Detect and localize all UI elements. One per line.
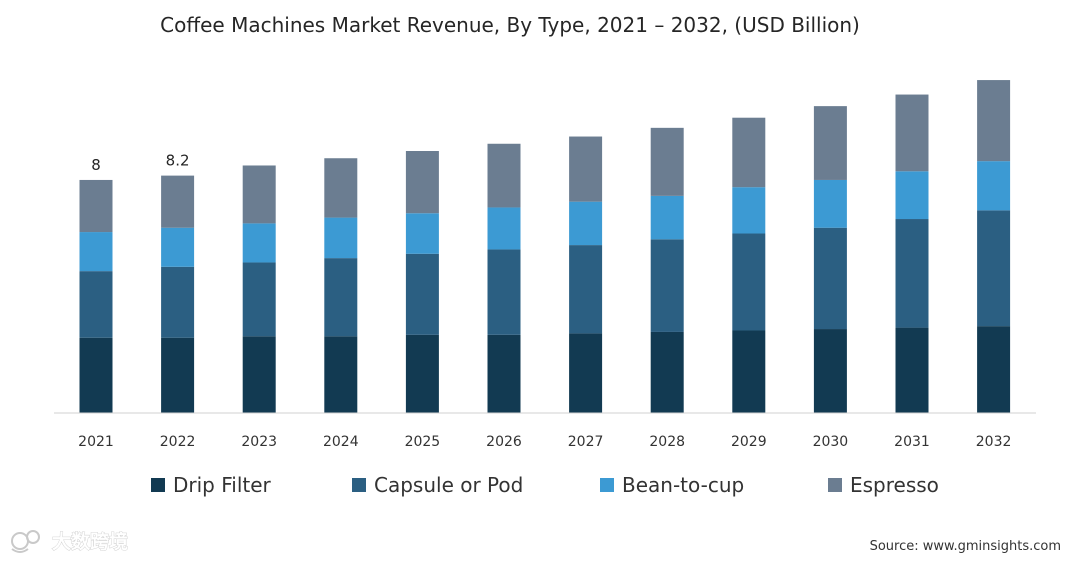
x-tick-label-2024: 2024 — [323, 434, 359, 450]
x-tick-label-2026: 2026 — [486, 434, 522, 450]
legend-label-espresso: Espresso — [850, 473, 939, 497]
bar-capsule-or-pod-2024 — [324, 258, 358, 337]
bar-espresso-2024 — [324, 158, 358, 218]
bar-drip-filter-2032 — [977, 326, 1011, 413]
bar-drip-filter-2027 — [569, 333, 603, 413]
x-tick-label-2022: 2022 — [160, 434, 196, 450]
bar-bean-to-cup-2032 — [977, 161, 1011, 211]
x-tick-label-2028: 2028 — [649, 434, 685, 450]
bar-drip-filter-2021 — [79, 337, 113, 413]
bar-capsule-or-pod-2023 — [242, 262, 276, 337]
bar-capsule-or-pod-2029 — [732, 233, 766, 331]
bar-bean-to-cup-2030 — [813, 179, 847, 228]
chart-title: Coffee Machines Market Revenue, By Type,… — [160, 13, 860, 37]
x-tick-label-2029: 2029 — [731, 434, 767, 450]
legend-item-bean-to-cup: Bean-to-cup — [600, 473, 744, 497]
bar-bean-to-cup-2028 — [650, 195, 684, 240]
bar-espresso-2031 — [895, 94, 929, 172]
bar-bean-to-cup-2024 — [324, 217, 358, 259]
watermark-text: 大数跨境 — [52, 530, 128, 553]
bar-capsule-or-pod-2027 — [569, 245, 603, 334]
bar-drip-filter-2022 — [161, 337, 195, 413]
x-tick-label-2030: 2030 — [813, 434, 849, 450]
bar-drip-filter-2024 — [324, 336, 358, 413]
bar-capsule-or-pod-2021 — [79, 271, 113, 338]
bar-espresso-2032 — [977, 80, 1011, 162]
legend-item-espresso: Espresso — [828, 473, 939, 497]
legend-swatch-espresso — [828, 478, 842, 492]
bar-espresso-2030 — [813, 106, 847, 180]
bar-espresso-2025 — [405, 151, 439, 214]
legend-label-drip-filter: Drip Filter — [173, 473, 272, 497]
bar-espresso-2022 — [161, 175, 195, 228]
bar-drip-filter-2023 — [242, 336, 276, 413]
bar-drip-filter-2026 — [487, 334, 521, 413]
data-label-2022: 8.2 — [166, 152, 190, 170]
bar-capsule-or-pod-2022 — [161, 266, 195, 338]
bar-bean-to-cup-2027 — [569, 201, 603, 246]
legend-label-capsule-or-pod: Capsule or Pod — [374, 473, 523, 497]
x-tick-label-2031: 2031 — [894, 434, 930, 450]
bar-espresso-2023 — [242, 165, 276, 224]
bar-bean-to-cup-2021 — [79, 232, 113, 272]
x-axis-tick-labels: 2021 2022 2023 2024 2025 2026 2027 2028 2029 2030… — [78, 434, 1011, 450]
watermark-logo-icon — [11, 530, 40, 553]
bar-espresso-2029 — [732, 117, 766, 188]
bar-bean-to-cup-2031 — [895, 171, 929, 220]
bar-capsule-or-pod-2032 — [977, 210, 1011, 327]
legend-label-bean-to-cup: Bean-to-cup — [622, 473, 744, 497]
bar-bean-to-cup-2022 — [161, 227, 195, 267]
x-tick-label-2032: 2032 — [976, 434, 1012, 450]
source-label: Source: www.gminsights.com — [870, 539, 1061, 554]
data-label-2021: 8 — [91, 156, 101, 174]
x-tick-label-2025: 2025 — [405, 434, 441, 450]
bar-capsule-or-pod-2025 — [405, 253, 439, 335]
bar-drip-filter-2029 — [732, 330, 766, 413]
bar-bean-to-cup-2026 — [487, 207, 521, 250]
bar-espresso-2026 — [487, 143, 521, 208]
watermark: 大数跨境 — [11, 530, 128, 553]
bar-capsule-or-pod-2028 — [650, 239, 684, 332]
bar-espresso-2027 — [569, 136, 603, 202]
legend-swatch-bean-to-cup — [600, 478, 614, 492]
bar-capsule-or-pod-2026 — [487, 249, 521, 335]
legend-swatch-drip-filter — [151, 478, 165, 492]
bar-bean-to-cup-2025 — [405, 213, 439, 254]
x-tick-label-2027: 2027 — [568, 434, 604, 450]
x-tick-label-2021: 2021 — [78, 434, 114, 450]
bars-layer — [79, 80, 1011, 413]
bar-bean-to-cup-2023 — [242, 223, 276, 263]
bar-drip-filter-2031 — [895, 327, 929, 413]
bar-drip-filter-2028 — [650, 331, 684, 413]
legend: Drip Filter Capsule or Pod Bean-to-cup Espr… — [151, 473, 939, 497]
bar-capsule-or-pod-2030 — [813, 227, 847, 330]
data-labels-layer: 8 8.2 — [91, 152, 189, 174]
x-tick-label-2023: 2023 — [241, 434, 277, 450]
legend-swatch-capsule-or-pod — [352, 478, 366, 492]
bar-drip-filter-2030 — [813, 329, 847, 413]
bar-capsule-or-pod-2031 — [895, 219, 929, 328]
bar-bean-to-cup-2029 — [732, 187, 766, 234]
legend-item-capsule-or-pod: Capsule or Pod — [352, 473, 523, 497]
bar-drip-filter-2025 — [405, 334, 439, 413]
bar-espresso-2021 — [79, 179, 113, 233]
legend-item-drip-filter: Drip Filter — [151, 473, 272, 497]
bar-espresso-2028 — [650, 127, 684, 196]
